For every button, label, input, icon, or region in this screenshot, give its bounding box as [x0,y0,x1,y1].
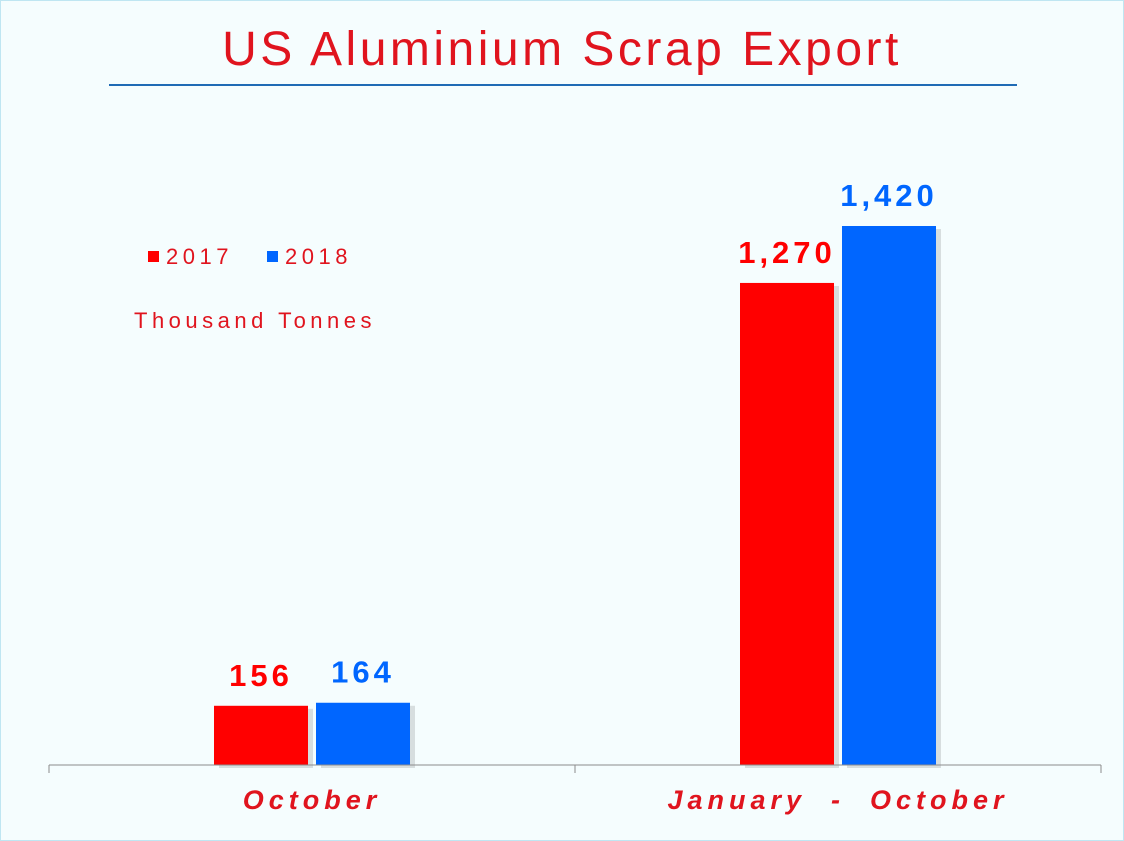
value-label-2018-1: 1,420 [840,178,938,213]
bar-2018-0 [316,702,410,765]
bar-2018-1 [842,226,936,765]
chart-title: US Aluminium Scrap Export [222,23,902,76]
value-label-2017-1: 1,270 [738,235,836,270]
chart-legend: 2017 2018 [148,244,352,269]
bar-2017-1 [740,282,834,765]
legend-swatch-2017 [148,251,159,262]
category-label-group: October January - October [243,785,1008,815]
legend-swatch-2018 [267,251,278,262]
x-axis [48,764,1102,773]
category-label-0: October [243,785,382,815]
legend-label-2018: 2018 [285,244,352,269]
unit-label: Thousand Tonnes [134,308,376,333]
category-label-1: January - October [667,785,1008,815]
value-label-2017-0: 156 [229,658,293,693]
bar-2017-0 [214,705,308,765]
legend-label-2017: 2017 [166,244,233,269]
bar-group [214,226,941,768]
value-label-2018-0: 164 [331,655,395,690]
